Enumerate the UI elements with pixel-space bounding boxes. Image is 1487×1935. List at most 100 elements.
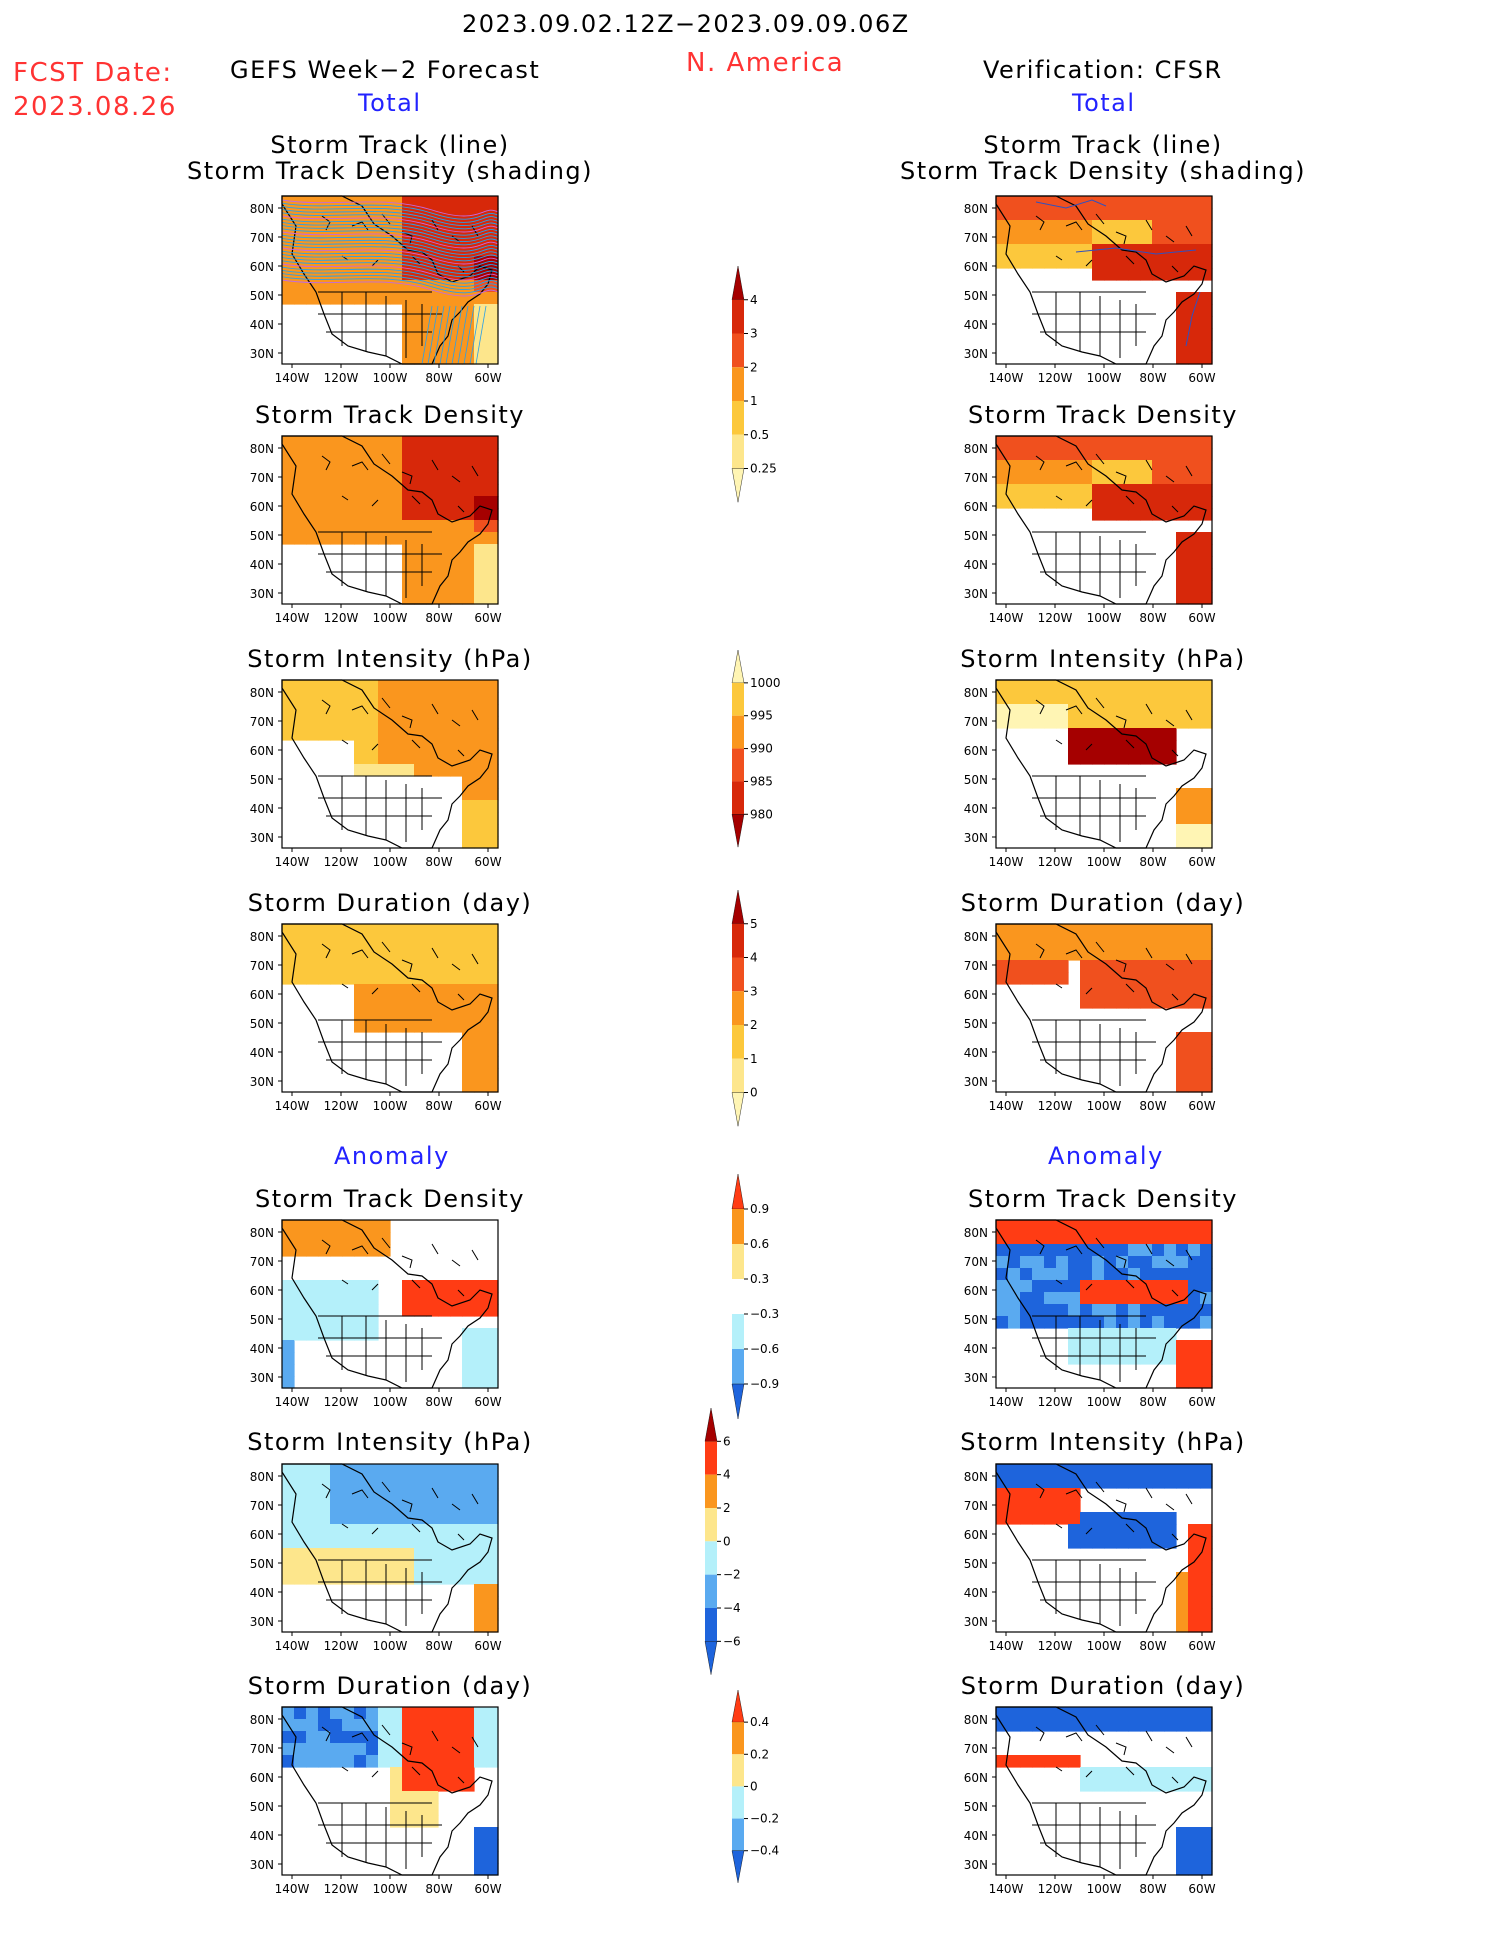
lon-label: 80W: [1139, 855, 1166, 869]
state-borders: [1032, 531, 1156, 598]
coastline: [995, 679, 1207, 849]
lat-label: 60N: [964, 1771, 988, 1785]
lon-label: 100W: [1087, 1395, 1122, 1409]
panel-title-track-shading-left: Storm Track Density (shading): [186, 157, 594, 185]
lon-label: 120W: [1038, 371, 1073, 385]
lon-label: 100W: [1087, 1099, 1122, 1113]
lon-label: 100W: [1087, 855, 1122, 869]
colorbar-label: 0.2: [750, 1747, 769, 1761]
lon-label: 60W: [474, 611, 501, 625]
colorbar-density-anom: 0.9 0.6 0.3 −0.3 −0.6 −0.9: [731, 1174, 779, 1420]
lat-label: 70N: [250, 1742, 274, 1756]
left-column-title: GEFS Week−2 Forecast: [230, 56, 541, 84]
lat-label: 30N: [250, 1858, 274, 1872]
lon-label: 60W: [1188, 1099, 1215, 1113]
state-borders: [318, 531, 442, 598]
lon-label: 80W: [1139, 1395, 1166, 1409]
map-shading: [282, 1220, 499, 1389]
lon-label: 120W: [324, 1882, 359, 1896]
lon-label: 140W: [989, 1099, 1024, 1113]
lat-label: 80N: [250, 686, 274, 700]
lon-label: 60W: [474, 1099, 501, 1113]
panel-title-density-left: Storm Track Density: [255, 401, 525, 429]
colorbar-label: −0.2: [750, 1812, 779, 1826]
lat-label: 60N: [964, 260, 988, 274]
lon-label: 80W: [425, 611, 452, 625]
lon-label: 80W: [1139, 1099, 1166, 1113]
map-shading: [996, 196, 1213, 365]
state-borders: [318, 1315, 442, 1382]
lon-label: 140W: [989, 611, 1024, 625]
lat-label: 70N: [250, 959, 274, 973]
colorbar-label: −0.3: [750, 1307, 779, 1321]
lon-label: 140W: [989, 855, 1024, 869]
colorbar-label: 0: [723, 1534, 731, 1548]
lat-label: 30N: [964, 1858, 988, 1872]
lat-label: 80N: [964, 1470, 988, 1484]
lon-label: 100W: [373, 855, 408, 869]
coastline: [281, 435, 493, 605]
panel-title-track-line-left: Storm Track (line): [270, 131, 510, 159]
coastline: [281, 1463, 493, 1633]
lat-label: 70N: [964, 1499, 988, 1513]
lat-label: 60N: [250, 260, 274, 274]
lat-label: 70N: [964, 1255, 988, 1269]
colorbar-label: 995: [750, 709, 773, 723]
lat-label: 80N: [964, 930, 988, 944]
lat-label: 50N: [964, 529, 988, 543]
colorbar-label: −0.6: [750, 1342, 779, 1356]
lon-label: 60W: [474, 1639, 501, 1653]
panel-title-track-shading-right: Storm Track Density (shading): [899, 157, 1307, 185]
lon-label: 120W: [1038, 611, 1073, 625]
coastline: [995, 1463, 1207, 1633]
storm-track-lines: [1035, 199, 1201, 347]
lat-label: 50N: [964, 1017, 988, 1031]
colorbar-label: −0.9: [750, 1377, 779, 1391]
panel-title-density-right: Storm Track Density: [968, 401, 1238, 429]
lon-label: 60W: [1188, 371, 1215, 385]
lat-label: 70N: [250, 1255, 274, 1269]
lat-label: 40N: [250, 1046, 274, 1060]
lon-label: 80W: [425, 1395, 452, 1409]
lon-label: 140W: [989, 371, 1024, 385]
lon-label: 140W: [275, 1882, 310, 1896]
map-shading: [996, 924, 1213, 1093]
lat-label: 70N: [250, 471, 274, 485]
lon-label: 60W: [474, 371, 501, 385]
colorbar-label: 1000: [750, 676, 781, 690]
lat-label: 30N: [964, 587, 988, 601]
lon-label: 60W: [474, 855, 501, 869]
lat-label: 70N: [250, 231, 274, 245]
lon-label: 80W: [1139, 611, 1166, 625]
lat-label: 50N: [250, 1313, 274, 1327]
lon-label: 120W: [324, 1639, 359, 1653]
lon-label: 60W: [1188, 611, 1215, 625]
lat-label: 60N: [964, 1284, 988, 1298]
lon-label: 80W: [1139, 1639, 1166, 1653]
map-shading: [996, 436, 1213, 605]
lat-label: 60N: [964, 1528, 988, 1542]
state-borders: [1032, 1315, 1156, 1382]
lon-label: 120W: [1038, 855, 1073, 869]
lat-label: 70N: [964, 471, 988, 485]
map-shading: [996, 1707, 1213, 1876]
panel-title-intensity-anom-right: Storm Intensity (hPa): [960, 1428, 1246, 1456]
lat-label: 50N: [964, 1313, 988, 1327]
panel-title-intensity-left: Storm Intensity (hPa): [247, 645, 533, 673]
lon-label: 100W: [1087, 371, 1122, 385]
panel-title-intensity-anom-left: Storm Intensity (hPa): [247, 1428, 533, 1456]
lat-label: 50N: [964, 1557, 988, 1571]
lon-label: 100W: [1087, 611, 1122, 625]
lat-label: 40N: [964, 1046, 988, 1060]
lon-label: 140W: [275, 855, 310, 869]
lat-label: 80N: [250, 202, 274, 216]
panel-title-duration-right: Storm Duration (day): [960, 889, 1246, 917]
fcst-date-label: FCST Date:: [13, 58, 173, 88]
lat-label: 70N: [964, 715, 988, 729]
panel-title-duration-anom-right: Storm Duration (day): [960, 1672, 1246, 1700]
